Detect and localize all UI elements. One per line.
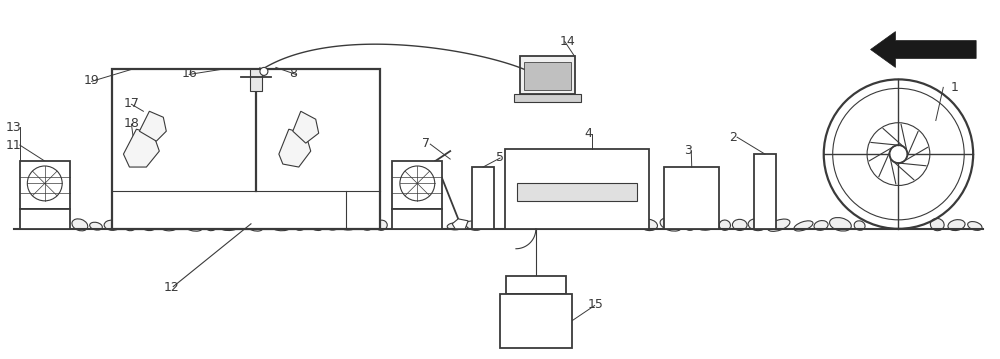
Text: 12: 12 xyxy=(163,281,179,294)
Bar xyxy=(500,294,572,348)
Ellipse shape xyxy=(72,219,88,231)
Ellipse shape xyxy=(361,221,374,230)
Text: 1: 1 xyxy=(950,81,958,94)
Text: 17: 17 xyxy=(123,97,139,110)
Bar xyxy=(664,167,719,229)
Ellipse shape xyxy=(968,222,982,230)
Ellipse shape xyxy=(182,218,203,231)
Ellipse shape xyxy=(140,220,156,230)
Ellipse shape xyxy=(90,222,102,230)
Text: 19: 19 xyxy=(84,74,99,87)
Ellipse shape xyxy=(930,218,944,231)
Polygon shape xyxy=(452,219,468,229)
Bar xyxy=(520,56,575,94)
Polygon shape xyxy=(123,129,159,167)
Ellipse shape xyxy=(219,220,243,230)
Bar xyxy=(20,161,70,209)
Text: 18: 18 xyxy=(123,117,139,130)
Text: 11: 11 xyxy=(6,139,22,152)
Polygon shape xyxy=(279,129,311,167)
Ellipse shape xyxy=(157,218,178,231)
Bar xyxy=(505,149,649,229)
Bar xyxy=(392,209,442,229)
Ellipse shape xyxy=(748,219,766,230)
Ellipse shape xyxy=(794,221,813,231)
Ellipse shape xyxy=(697,222,717,230)
Ellipse shape xyxy=(814,220,828,230)
Polygon shape xyxy=(871,32,976,67)
Polygon shape xyxy=(293,111,319,143)
Text: 5: 5 xyxy=(496,151,504,164)
Ellipse shape xyxy=(326,222,339,230)
Ellipse shape xyxy=(294,220,307,230)
Bar xyxy=(20,209,70,229)
Bar xyxy=(506,276,566,294)
Text: 2: 2 xyxy=(729,131,737,144)
Text: 13: 13 xyxy=(6,121,22,134)
Ellipse shape xyxy=(732,219,747,230)
Text: 9: 9 xyxy=(253,67,261,80)
Ellipse shape xyxy=(466,221,482,230)
Ellipse shape xyxy=(447,223,464,230)
Bar xyxy=(112,69,380,229)
Text: 8: 8 xyxy=(289,67,297,80)
Ellipse shape xyxy=(308,222,323,230)
Polygon shape xyxy=(139,111,166,141)
Bar xyxy=(472,167,494,229)
Ellipse shape xyxy=(948,220,965,230)
Circle shape xyxy=(27,166,62,201)
Ellipse shape xyxy=(830,218,851,231)
Text: 15: 15 xyxy=(588,298,604,312)
Text: 16: 16 xyxy=(181,67,197,80)
Ellipse shape xyxy=(245,218,264,231)
Ellipse shape xyxy=(640,219,657,230)
Bar xyxy=(754,154,776,229)
Bar xyxy=(524,62,571,90)
Bar xyxy=(517,183,637,201)
Ellipse shape xyxy=(660,218,682,231)
Bar xyxy=(250,69,262,91)
FancyBboxPatch shape xyxy=(514,94,581,102)
Ellipse shape xyxy=(767,219,790,232)
Ellipse shape xyxy=(340,222,358,230)
Circle shape xyxy=(400,166,435,201)
Text: 7: 7 xyxy=(422,137,430,150)
Ellipse shape xyxy=(684,220,695,230)
Ellipse shape xyxy=(123,218,137,231)
Text: 14: 14 xyxy=(560,34,576,47)
Ellipse shape xyxy=(204,218,217,231)
Circle shape xyxy=(260,67,268,75)
Text: 3: 3 xyxy=(684,144,692,157)
Ellipse shape xyxy=(854,221,865,230)
Ellipse shape xyxy=(267,219,291,231)
Ellipse shape xyxy=(376,220,387,230)
Bar xyxy=(392,161,442,209)
Text: 4: 4 xyxy=(585,127,593,140)
Ellipse shape xyxy=(104,220,120,230)
Ellipse shape xyxy=(719,220,730,230)
